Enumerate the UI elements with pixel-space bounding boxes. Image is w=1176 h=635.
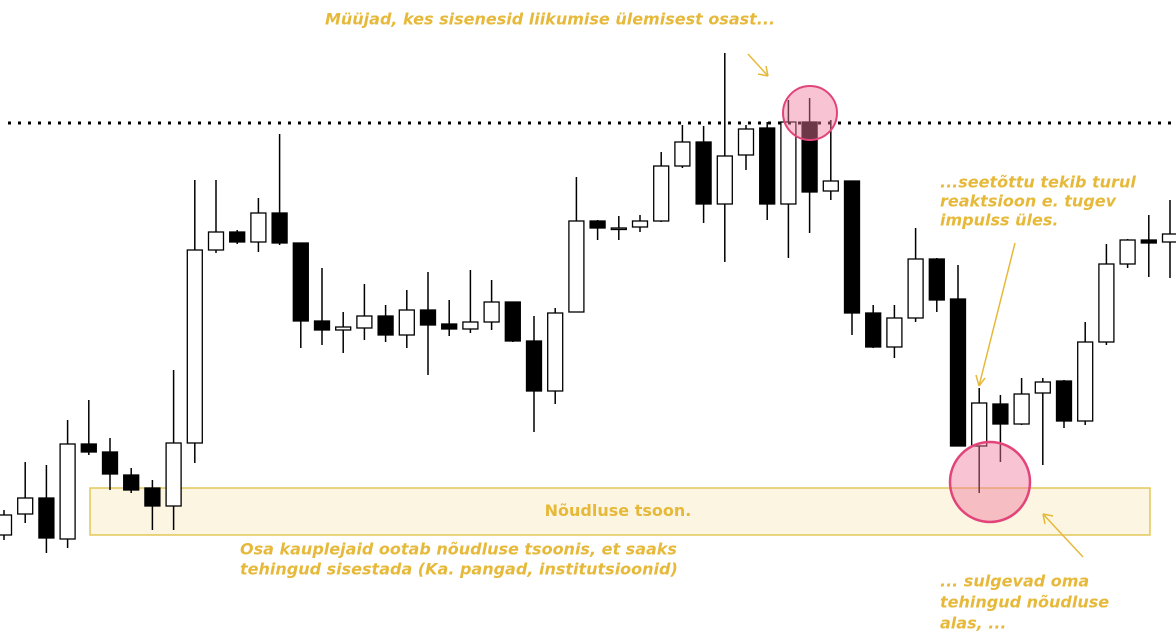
candle-body	[250, 212, 267, 243]
candle-body	[80, 443, 97, 453]
candle-body	[1119, 239, 1136, 265]
arrow	[1042, 513, 1084, 558]
annotation: alas, ...	[940, 614, 1006, 633]
candle-body	[38, 497, 55, 539]
zone-label: Nõudluse tsoon.	[545, 501, 692, 520]
candle-body	[101, 451, 119, 475]
candle-body	[207, 231, 225, 251]
candle-body	[992, 403, 1009, 425]
candle-body	[186, 249, 203, 444]
candle-body	[1077, 341, 1094, 422]
annotation: ... sulgevad oma	[940, 572, 1089, 591]
candle-body	[356, 315, 373, 329]
candle-body	[737, 128, 755, 156]
candle-body	[631, 220, 649, 228]
candle-body	[971, 402, 988, 447]
annotation: reaktsioon e. tugev	[940, 192, 1117, 211]
candle-body	[0, 514, 13, 536]
candle-body	[547, 312, 564, 392]
annotation: Osa kauplejaid ootab nõudluse tsoonis, e…	[240, 540, 677, 559]
candle-body	[759, 127, 776, 205]
candle-body	[589, 220, 606, 229]
annotation: impulss üles.	[940, 211, 1058, 230]
candle-body	[123, 474, 140, 491]
demand-zone	[89, 487, 1151, 536]
candle-body	[949, 298, 967, 447]
candle-body	[674, 141, 691, 167]
candle-body	[822, 180, 839, 192]
annotation: tehingud sisestada (Ka. pangad, institut…	[240, 560, 678, 579]
arrow	[747, 53, 769, 77]
candle-body	[1013, 393, 1030, 425]
candle-body	[716, 155, 733, 205]
candle-body	[1140, 239, 1157, 244]
candle-body	[1055, 380, 1073, 422]
candle-body	[928, 258, 945, 301]
candle-body	[568, 220, 585, 313]
candle-body	[398, 309, 415, 336]
candle-body	[653, 165, 670, 222]
candle-body	[504, 301, 521, 342]
candle-body	[1161, 233, 1176, 243]
arrows	[747, 53, 1084, 558]
candle-body	[144, 487, 161, 507]
highlight-circle	[782, 85, 838, 141]
arrow	[975, 242, 1016, 387]
candle-body	[292, 242, 309, 322]
candle-body	[695, 141, 712, 205]
candle-body	[610, 227, 627, 231]
candle-body	[1034, 381, 1051, 394]
candle-body	[525, 340, 543, 392]
candle-body	[59, 443, 76, 540]
candle-body	[17, 497, 34, 515]
candle-body	[907, 258, 924, 319]
candle-body	[441, 323, 458, 330]
annotation: Müüjad, kes sisenesid liikumise ülemises…	[325, 10, 775, 29]
annotation: tehingud nõudluse	[940, 593, 1109, 612]
candle-body	[419, 309, 437, 326]
candle-body	[165, 442, 182, 507]
candle-body	[377, 315, 394, 336]
highlight-circle	[948, 440, 1032, 524]
candle-body	[271, 212, 288, 244]
candle-body	[843, 180, 861, 314]
candle-body	[1098, 263, 1115, 343]
annotation: ...seetõttu tekib turul	[940, 173, 1136, 192]
candle-body	[886, 317, 903, 348]
candle-body	[462, 321, 479, 330]
candle-body	[313, 320, 331, 331]
candle-body	[483, 301, 500, 323]
candle-body	[229, 231, 246, 243]
candle-body	[335, 326, 352, 331]
candle-body	[865, 312, 882, 348]
